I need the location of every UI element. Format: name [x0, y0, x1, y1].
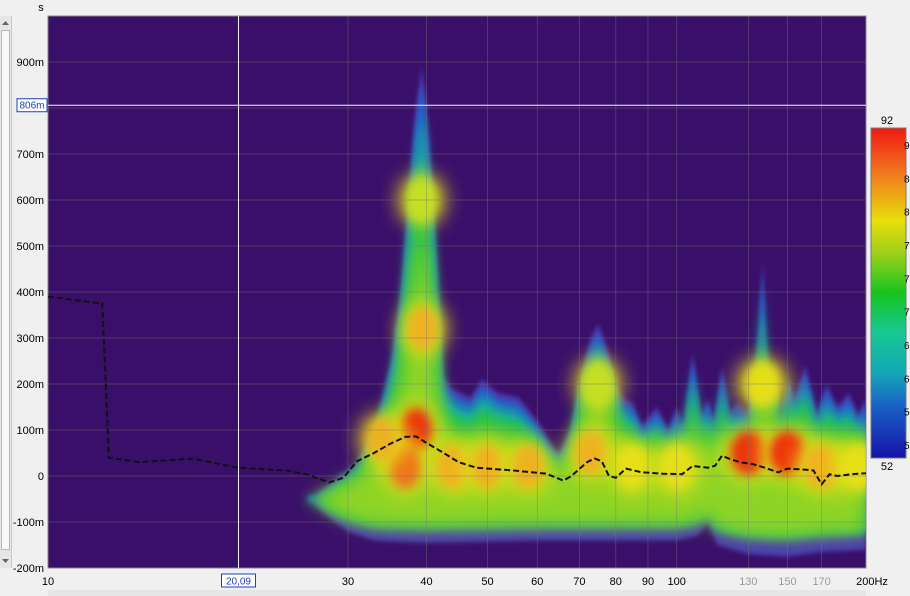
colorbar-tick-label: 6: [904, 341, 910, 352]
colorbar-tick-label: 8: [904, 208, 910, 219]
colorbar-tick-label: 7: [904, 274, 910, 285]
y-axis: 900m 700m 600m 500m 400m 300m 200m 100m 0 -100m -2…: [13, 57, 44, 575]
x-tick-label: 70: [573, 576, 585, 588]
energy-hotspot: [407, 306, 440, 351]
colorbar-tick-label: 7: [904, 241, 910, 252]
colorbar-tick-label: 7: [904, 308, 910, 319]
cursor-y-readout: 806m: [16, 98, 48, 113]
colorbar-gradient: [870, 127, 907, 459]
scroll-thumb[interactable]: [1, 30, 10, 550]
y-tick-label: 600m: [16, 195, 44, 207]
energy-hotspot: [511, 444, 544, 489]
y-tick-label: -100m: [13, 517, 44, 529]
colorbar-tick-label: 8: [904, 174, 910, 185]
x-tick-label: 90: [642, 576, 654, 588]
colorbar-tick-label: 9: [904, 141, 910, 152]
x-tick-label: 130: [739, 576, 757, 588]
colorbar-tick-label: 5: [904, 408, 910, 419]
energy-hotspot: [366, 417, 399, 462]
y-tick-label: 300m: [16, 333, 44, 345]
x-tick-label: 200Hz: [856, 576, 888, 588]
colorbar-min-label: 52: [881, 461, 893, 473]
spectral-energy-field: [308, 66, 866, 557]
x-tick-label: 30: [342, 576, 354, 588]
colorbar-ticks: 9 8 8 7 7 7 6 6 5 5: [904, 141, 910, 452]
colorbar-tick-label: 5: [904, 441, 910, 452]
cursor-x-readout-text: 20,09: [226, 577, 251, 588]
colorbar: 9 8 8 7 7 7 6 6 5 5 92 52: [870, 115, 910, 473]
energy-hotspot: [436, 444, 469, 489]
y-tick-label: 900m: [16, 57, 44, 69]
scroll-up-arrow-icon[interactable]: [1, 19, 10, 28]
decay-curve: [48, 295, 866, 487]
vertical-scrollbar[interactable]: [0, 16, 12, 568]
x-tick-label: 150: [778, 576, 796, 588]
energy-hotspot: [616, 444, 649, 489]
scroll-down-arrow-icon[interactable]: [1, 556, 10, 565]
x-tick-label: 170: [812, 576, 830, 588]
x-tick-label: 40: [420, 576, 432, 588]
y-tick-label: 0: [38, 471, 44, 483]
cursor-y-readout-text: 806m: [19, 101, 44, 112]
x-tick-label: 60: [531, 576, 543, 588]
energy-hotspot: [841, 444, 866, 489]
energy-hotspot: [574, 431, 607, 475]
x-axis: 10 30 40 50 60 70 80 90 100 130 150 170 200Hz: [42, 576, 888, 588]
y-tick-label: 100m: [16, 425, 44, 437]
grid-lines: [48, 16, 866, 568]
y-tick-label: 400m: [16, 287, 44, 299]
colorbar-tick-label: 6: [904, 374, 910, 385]
horizontal-scrollbar[interactable]: [48, 590, 866, 596]
x-tick-label: 50: [481, 576, 493, 588]
x-tick-label: 80: [610, 576, 622, 588]
y-tick-label: 700m: [16, 149, 44, 161]
colorbar-max-label: 92: [881, 115, 893, 127]
y-tick-label: 200m: [16, 379, 44, 391]
y-tick-label: 500m: [16, 241, 44, 253]
x-tick-label: 100: [668, 576, 686, 588]
y-tick-label: -200m: [13, 563, 44, 575]
y-axis-unit: s: [38, 2, 44, 14]
x-tick-label: 10: [42, 576, 54, 588]
cursor-x-readout: 20,09: [220, 573, 256, 588]
